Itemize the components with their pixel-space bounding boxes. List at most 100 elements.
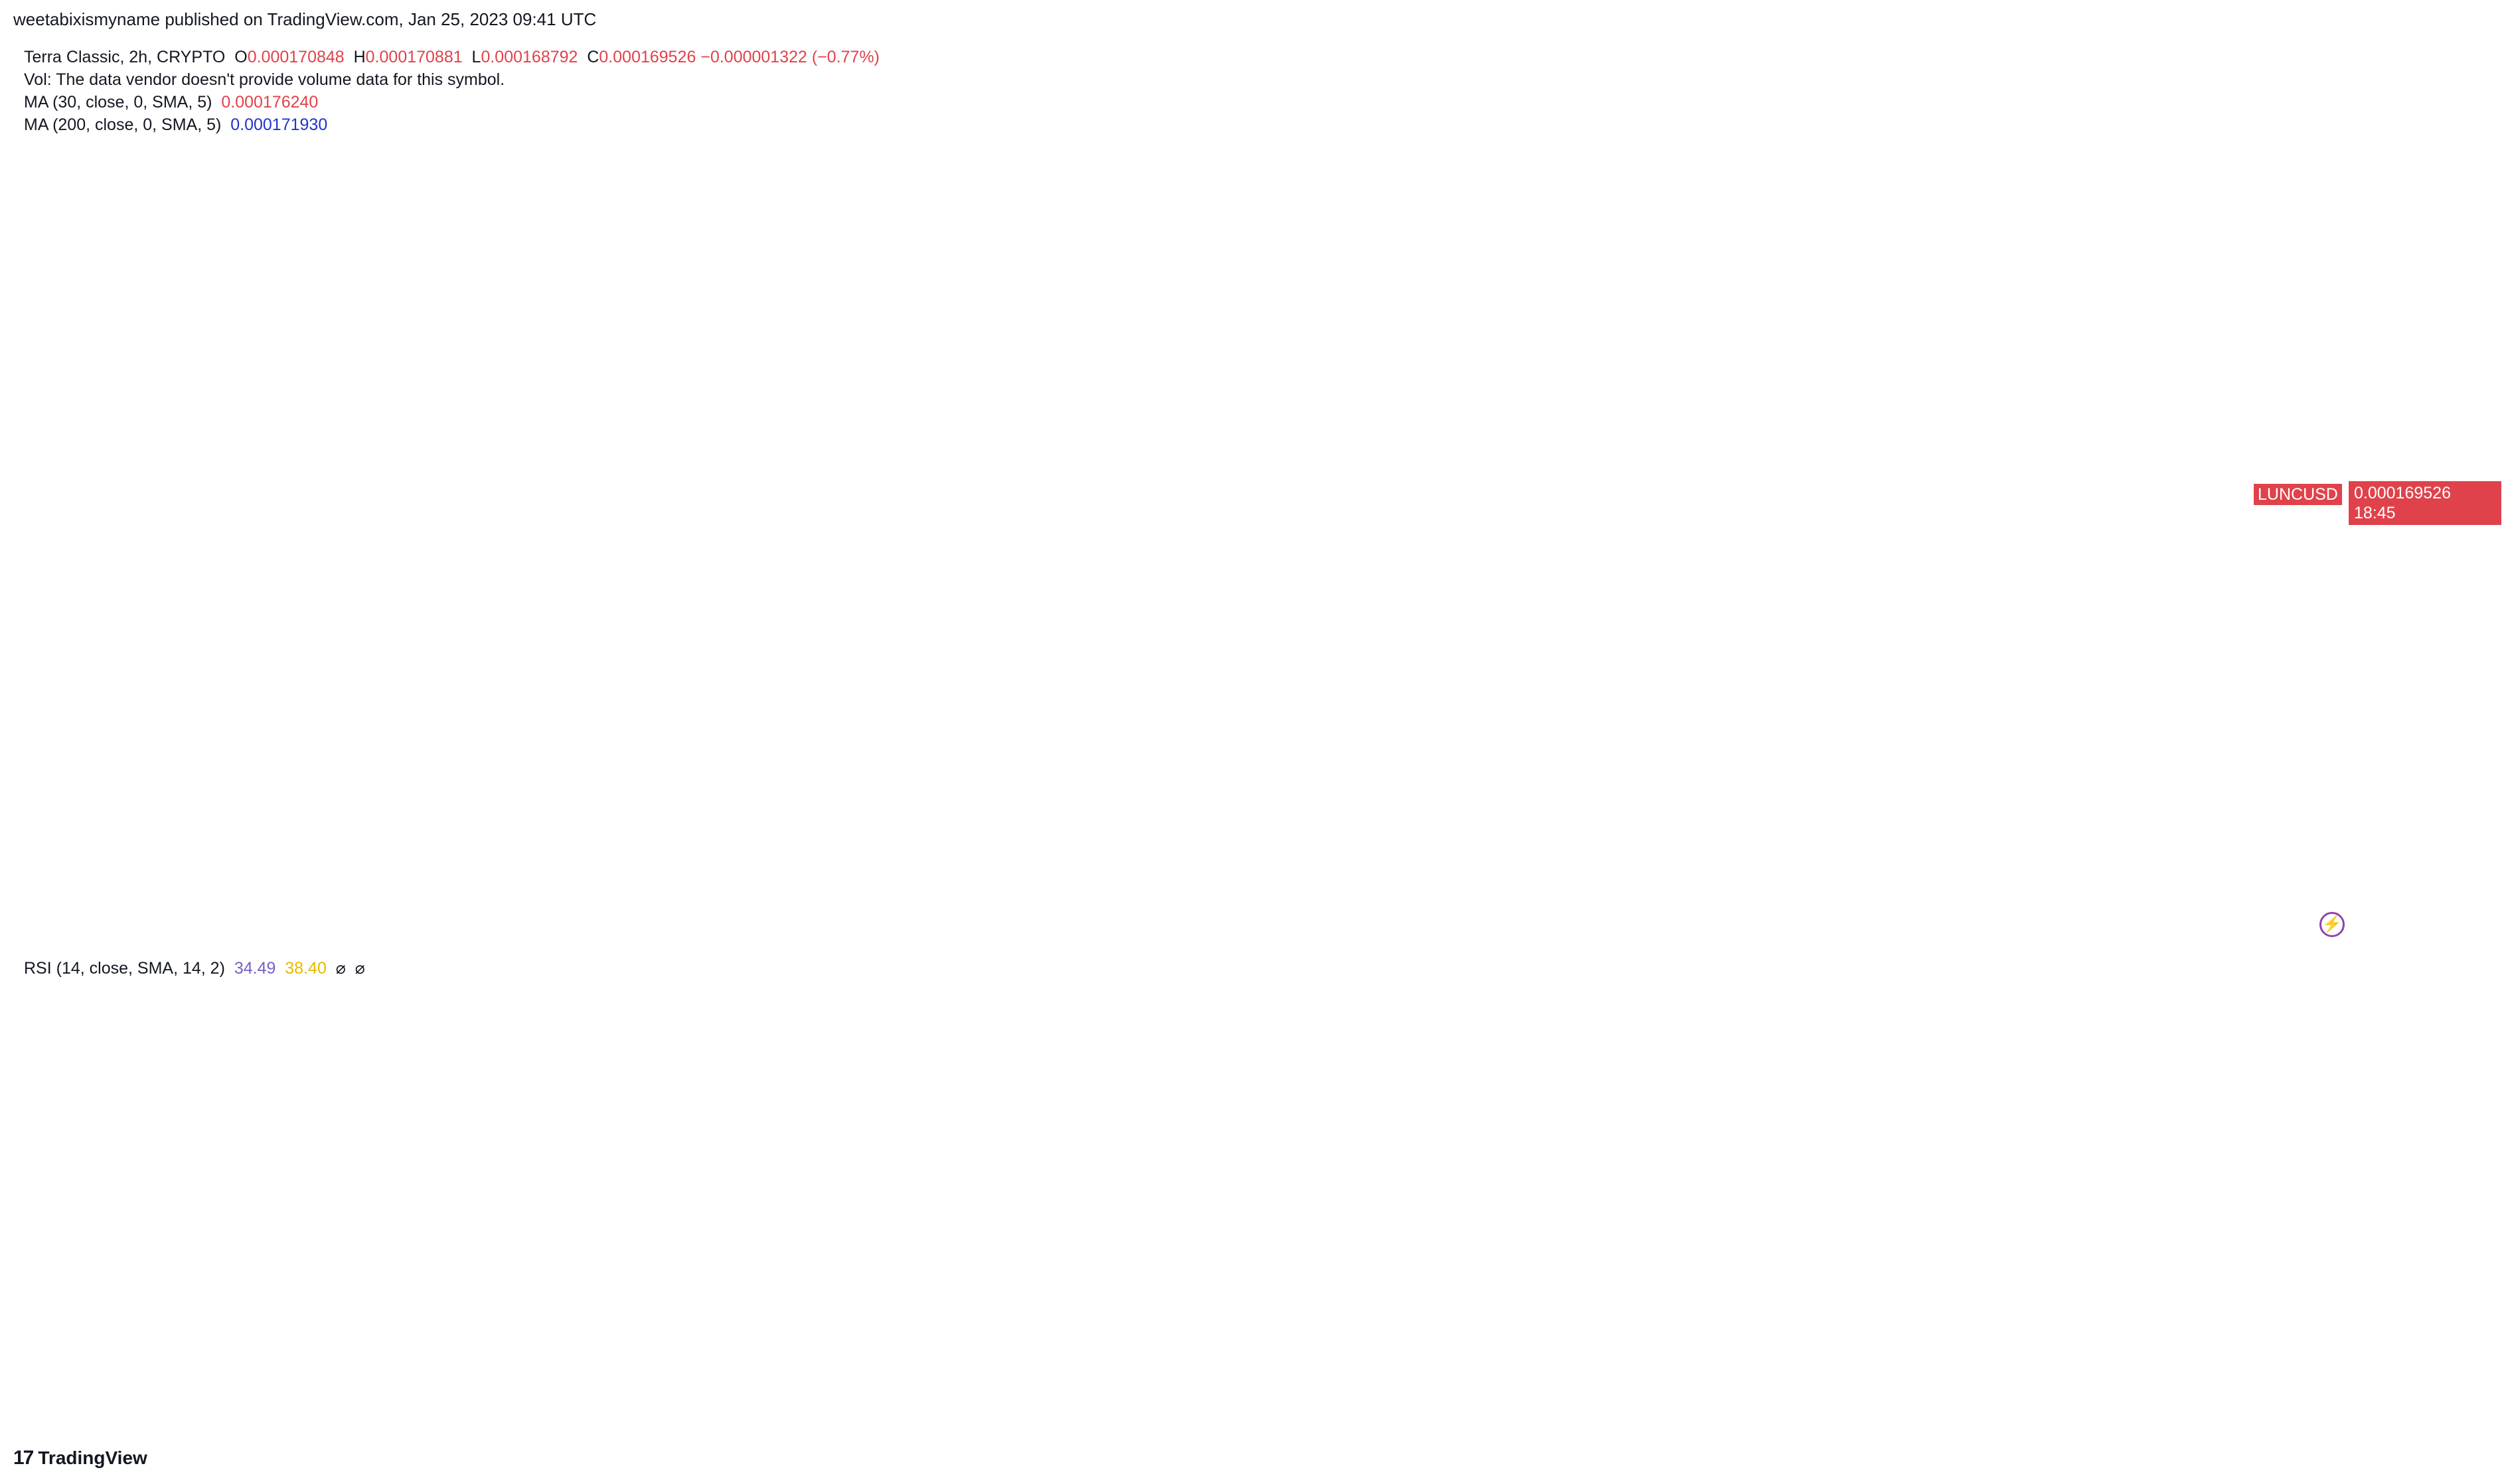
ma30-legend[interactable]: MA (30, close, 0, SMA, 5) 0.000176240 bbox=[24, 93, 318, 112]
rsi-line bbox=[12, 1002, 2323, 1302]
candle-body bbox=[623, 162, 627, 194]
bar-countdown: 18:45 bbox=[2354, 504, 2396, 522]
candle-body bbox=[1234, 479, 1239, 510]
candle-body bbox=[738, 214, 742, 243]
candle-body bbox=[225, 705, 230, 713]
candle-body bbox=[1794, 583, 1798, 609]
candle-body bbox=[601, 101, 605, 157]
rsi-toggle-2[interactable]: ⌀ bbox=[354, 959, 365, 978]
candle-body bbox=[1644, 492, 1649, 524]
candle-body bbox=[1606, 490, 1610, 519]
candle-body bbox=[2055, 490, 2059, 522]
candle-body bbox=[631, 169, 635, 210]
candle-body bbox=[332, 516, 337, 546]
candle-body bbox=[708, 313, 712, 317]
rsi-tick-label: 60.00 bbox=[2363, 1120, 2406, 1140]
rsi-tick-label: 90.00 bbox=[2363, 984, 2406, 1004]
high-label: H bbox=[353, 48, 366, 66]
candle-body bbox=[1867, 487, 1871, 515]
low-value: 0.000168792 bbox=[481, 48, 578, 66]
rsi-toggle-1[interactable]: ⌀ bbox=[335, 959, 346, 978]
candle-body bbox=[1426, 493, 1431, 500]
candle-body bbox=[156, 694, 161, 707]
candle-body bbox=[811, 106, 815, 110]
candle-body bbox=[1409, 501, 1414, 522]
candle-body bbox=[1960, 520, 1965, 549]
candle-body bbox=[1700, 550, 1705, 579]
candle-body bbox=[1739, 566, 1743, 593]
candle-body bbox=[306, 603, 311, 615]
candle-body bbox=[1541, 479, 1546, 512]
candle-body bbox=[1345, 517, 1350, 544]
candle-body bbox=[139, 698, 144, 702]
rsi-tick-label: 80.00 bbox=[2363, 1029, 2406, 1049]
candle-body bbox=[1503, 457, 1508, 486]
ma200-legend[interactable]: MA (200, close, 0, SMA, 5) 0.000171930 bbox=[24, 115, 327, 135]
candle-body bbox=[973, 230, 978, 277]
candle-body bbox=[1229, 494, 1234, 499]
candle-body bbox=[678, 292, 682, 323]
flash-icon[interactable]: ⚡ bbox=[2319, 912, 2345, 937]
candle-body bbox=[1991, 532, 1995, 558]
candle-body bbox=[400, 317, 405, 326]
candle-body bbox=[1948, 521, 1952, 526]
candle-body bbox=[383, 368, 388, 381]
candle-body bbox=[528, 67, 533, 115]
candle-body bbox=[1131, 222, 1136, 269]
candle-body bbox=[1982, 545, 1987, 567]
candle-body bbox=[943, 210, 948, 242]
candle-body bbox=[832, 98, 836, 143]
candle-body bbox=[1935, 500, 1940, 528]
candle-body bbox=[2153, 461, 2157, 469]
rsi-legend[interactable]: RSI (14, close, SMA, 14, 2) 34.49 38.40 … bbox=[24, 958, 365, 978]
candle-body bbox=[122, 697, 127, 704]
last-price-badge: 0.000169526 18:45 bbox=[2349, 481, 2501, 525]
symbol-legend[interactable]: Terra Classic, 2h, CRYPTO O0.000170848 H… bbox=[24, 48, 880, 67]
time-tick-label: 12 bbox=[610, 1410, 629, 1430]
candle-body bbox=[866, 121, 871, 131]
candle-body bbox=[297, 627, 302, 634]
candle-body bbox=[1443, 477, 1448, 487]
tradingview-logo[interactable]: 17 TradingView bbox=[13, 1447, 147, 1469]
rsi-tick-label: 70.00 bbox=[2363, 1075, 2406, 1094]
candle-body bbox=[1306, 516, 1311, 536]
volume-legend[interactable]: Vol: The data vendor doesn't provide vol… bbox=[24, 70, 505, 90]
candle-body bbox=[1674, 522, 1679, 548]
candle-body bbox=[1456, 451, 1460, 478]
candle-body bbox=[725, 247, 730, 274]
price-tick-label: 0.000040000 bbox=[2363, 872, 2464, 892]
candle-body bbox=[862, 104, 866, 161]
candle-body bbox=[301, 605, 306, 629]
candle-body bbox=[1884, 468, 1889, 485]
candle-body bbox=[2003, 540, 2008, 542]
candle-body bbox=[1007, 267, 1012, 281]
candle-body bbox=[960, 236, 965, 244]
candle-body bbox=[2175, 459, 2179, 490]
candle-body bbox=[858, 120, 862, 127]
candle-body bbox=[605, 136, 610, 144]
candle-body bbox=[1648, 513, 1653, 521]
rsi-tick-label: 30.00 bbox=[2363, 1255, 2406, 1275]
candle-body bbox=[392, 347, 396, 350]
candle-body bbox=[2221, 469, 2226, 501]
candle-body bbox=[789, 70, 794, 118]
candle-body bbox=[1310, 508, 1315, 535]
candle-body bbox=[1550, 477, 1555, 507]
price-tick-label: 0.000180000 bbox=[2363, 449, 2464, 469]
candle-body bbox=[609, 122, 614, 176]
candle-body bbox=[101, 694, 106, 705]
candle-body bbox=[494, 117, 499, 123]
candle-body bbox=[836, 90, 841, 132]
candle-body bbox=[1302, 514, 1307, 536]
candle-body bbox=[1914, 469, 1918, 500]
candle-body bbox=[926, 183, 931, 231]
price-tick-label: 0.000120000 bbox=[2363, 631, 2464, 650]
candle-body bbox=[105, 693, 110, 708]
candle-body bbox=[362, 433, 366, 455]
candle-body bbox=[413, 254, 418, 293]
candle-body bbox=[2132, 459, 2136, 482]
candle-body bbox=[2012, 532, 2017, 540]
ma30-label: MA (30, close, 0, SMA, 5) bbox=[24, 93, 212, 111]
candle-body bbox=[2093, 480, 2098, 510]
